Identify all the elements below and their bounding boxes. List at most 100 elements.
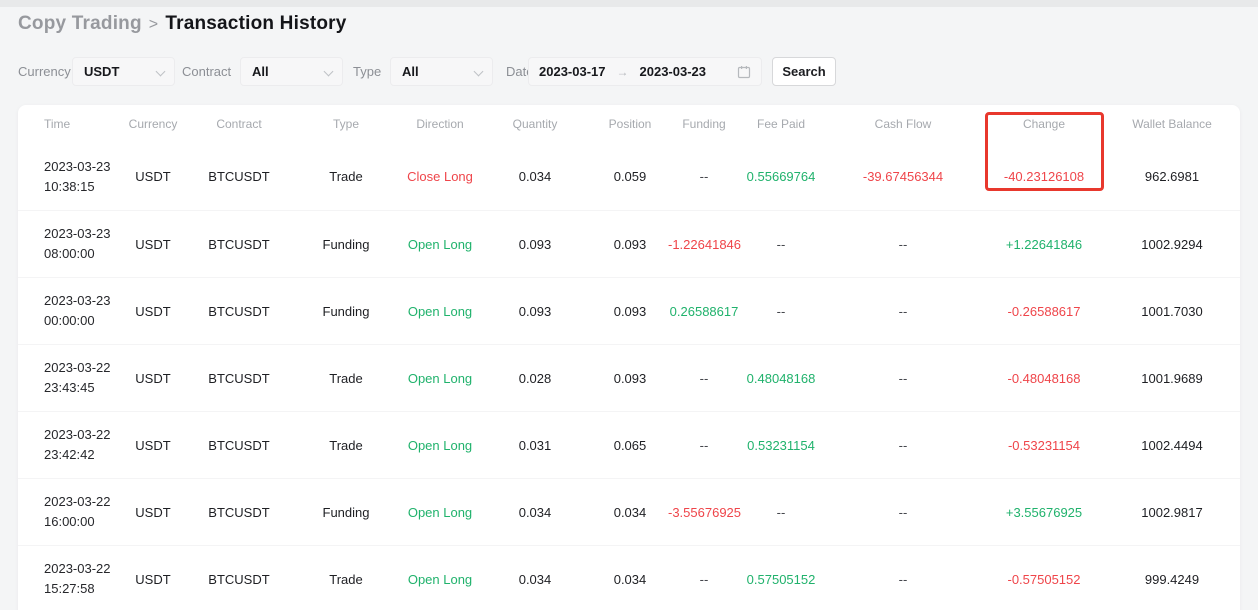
calendar-icon: [737, 65, 751, 79]
cell-quantity: 0.093: [518, 236, 552, 252]
cell-contract: BTCUSDT: [208, 571, 270, 587]
col-header-position: Position: [608, 117, 652, 131]
col-header-time: Time: [44, 117, 71, 131]
cell-time: 2023-03-22 16:00:00: [44, 494, 111, 529]
cell-time: 2023-03-23 08:00:00: [44, 226, 111, 261]
page-title: Transaction History: [165, 13, 347, 34]
cell-wallet-balance: 999.4249: [1144, 571, 1200, 587]
currency-select[interactable]: USDT: [72, 57, 175, 86]
cell-contract: BTCUSDT: [208, 437, 270, 453]
table-row: 2023-03-23 10:38:15 USDT BTCUSDT Trade Close …: [18, 143, 1240, 210]
cell-time: 2023-03-22 23:42:42: [44, 427, 111, 462]
cell-quantity: 0.031: [518, 437, 552, 453]
cell-cash-flow: --: [898, 236, 908, 252]
cell-fee-paid: 0.55669764: [746, 169, 816, 184]
cell-direction: Open Long: [407, 437, 473, 453]
cell-quantity: 0.034: [518, 504, 552, 520]
chevron-down-icon: [474, 67, 483, 76]
cell-fee-paid: --: [776, 504, 786, 520]
cell-cash-flow: --: [898, 571, 908, 587]
table-header-row: Time Currency Contract Type Direction Quantit…: [18, 105, 1240, 143]
cell-wallet-balance: 962.6981: [1144, 169, 1200, 184]
date-start-value: 2023-03-17: [539, 64, 606, 79]
type-label: Type: [353, 64, 382, 79]
table-row: 2023-03-22 23:42:42 USDT BTCUSDT Trade Open L…: [18, 411, 1240, 478]
cell-direction: Open Long: [407, 236, 473, 252]
cell-fee-paid: 0.57505152: [746, 571, 816, 587]
cell-change: -0.57505152: [1007, 571, 1081, 587]
cell-funding: --: [699, 437, 709, 453]
contract-select[interactable]: All: [240, 57, 343, 86]
cell-type: Trade: [329, 370, 363, 386]
currency-label: Currency: [18, 64, 71, 79]
table-row: 2023-03-23 08:00:00 USDT BTCUSDT Funding Open…: [18, 210, 1240, 277]
transaction-table-card: Time Currency Contract Type Direction Quantit…: [18, 105, 1240, 610]
cell-currency: USDT: [135, 169, 171, 184]
cell-type: Trade: [329, 437, 363, 453]
cell-funding: --: [699, 169, 709, 184]
cell-position: 0.059: [613, 169, 647, 184]
cell-contract: BTCUSDT: [208, 504, 270, 520]
col-header-funding: Funding: [682, 117, 726, 131]
cell-direction: Open Long: [407, 504, 473, 520]
cell-position: 0.093: [613, 370, 647, 386]
cell-funding: 0.26588617: [669, 303, 739, 319]
cell-fee-paid: --: [776, 236, 786, 252]
cell-position: 0.065: [613, 437, 647, 453]
cell-time: 2023-03-23 00:00:00: [44, 293, 111, 328]
cell-contract: BTCUSDT: [208, 236, 270, 252]
col-header-direction: Direction: [416, 117, 464, 131]
currency-select-value: USDT: [84, 64, 120, 79]
cell-funding: --: [699, 571, 709, 587]
cell-quantity: 0.034: [518, 169, 552, 184]
search-button[interactable]: Search: [772, 57, 836, 86]
cell-currency: USDT: [135, 571, 171, 587]
cell-funding: -3.55676925: [668, 504, 742, 520]
table-row: 2023-03-22 15:27:58 USDT BTCUSDT Trade Open L…: [18, 545, 1240, 610]
cell-direction: Open Long: [407, 303, 473, 319]
contract-select-value: All: [252, 64, 269, 79]
col-header-contract: Contract: [216, 117, 262, 131]
cell-funding: -1.22641846: [668, 236, 742, 252]
cell-type: Trade: [329, 169, 363, 184]
cell-currency: USDT: [135, 370, 171, 386]
breadcrumb-copy-trading[interactable]: Copy Trading: [18, 13, 142, 34]
date-arrow-icon: →: [616, 64, 629, 79]
cell-currency: USDT: [135, 236, 171, 252]
cell-cash-flow: -39.67456344: [862, 169, 944, 184]
cell-quantity: 0.093: [518, 303, 552, 319]
cell-quantity: 0.034: [518, 571, 552, 587]
col-header-change: Change: [1022, 117, 1066, 131]
chevron-down-icon: [156, 67, 165, 76]
cell-type: Funding: [322, 303, 370, 319]
cell-type: Funding: [322, 504, 370, 520]
col-header-wallet-balance: Wallet Balance: [1132, 117, 1212, 131]
cell-position: 0.034: [613, 571, 647, 587]
type-select[interactable]: All: [390, 57, 493, 86]
date-range-picker[interactable]: 2023-03-17 → 2023-03-23: [528, 57, 762, 86]
cell-change: -0.48048168: [1007, 370, 1081, 386]
breadcrumb-separator: >: [148, 16, 159, 33]
cell-fee-paid: --: [776, 303, 786, 319]
cell-change: -40.23126108: [1003, 169, 1085, 184]
table-body: 2023-03-23 10:38:15 USDT BTCUSDT Trade Close …: [18, 143, 1240, 610]
cell-wallet-balance: 1001.9689: [1141, 370, 1203, 386]
cell-currency: USDT: [135, 504, 171, 520]
cell-currency: USDT: [135, 303, 171, 319]
cell-contract: BTCUSDT: [208, 169, 270, 184]
cell-cash-flow: --: [898, 504, 908, 520]
cell-cash-flow: --: [898, 437, 908, 453]
contract-label: Contract: [182, 64, 232, 79]
cell-change: -0.26588617: [1007, 303, 1081, 319]
table-row: 2023-03-23 00:00:00 USDT BTCUSDT Funding Open…: [18, 277, 1240, 344]
cell-contract: BTCUSDT: [208, 370, 270, 386]
cell-time: 2023-03-23 10:38:15: [44, 158, 111, 194]
col-header-quantity: Quantity: [512, 117, 558, 131]
cell-time: 2023-03-22 15:27:58: [44, 561, 111, 596]
col-header-cash-flow: Cash Flow: [874, 117, 932, 131]
type-select-value: All: [402, 64, 419, 79]
date-label: Date: [506, 64, 534, 79]
cell-wallet-balance: 1001.7030: [1141, 303, 1203, 319]
table-row: 2023-03-22 16:00:00 USDT BTCUSDT Funding Open…: [18, 478, 1240, 545]
cell-position: 0.034: [613, 504, 647, 520]
